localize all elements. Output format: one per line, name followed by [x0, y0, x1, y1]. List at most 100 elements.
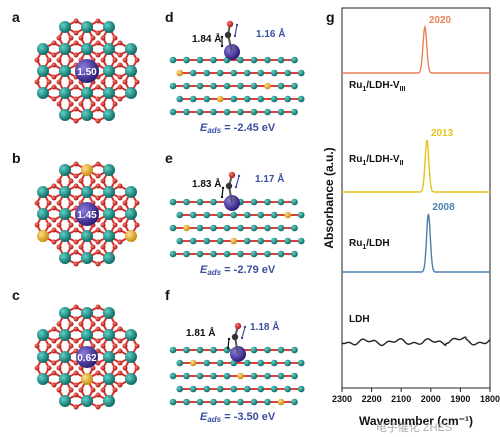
oxygen-atom — [112, 200, 118, 206]
oxygen-atom — [51, 62, 57, 68]
eads-f-symbol: E — [200, 411, 208, 423]
ni-atom — [103, 395, 115, 407]
peak-label: 2008 — [432, 202, 455, 213]
ni-atom — [210, 224, 217, 232]
ni-atom — [59, 351, 71, 363]
ni-atom — [59, 87, 71, 99]
ni-atom — [270, 69, 278, 77]
ni-atom — [257, 385, 265, 393]
ni-atom — [59, 43, 71, 55]
chart-y-axis-label: Absorbance (a.u.) — [322, 147, 336, 248]
carbon-atom — [224, 31, 232, 39]
ni-atom — [37, 373, 49, 385]
oxygen-atom — [51, 338, 57, 344]
oxygen-atom — [112, 79, 118, 85]
ni-atom — [189, 211, 197, 219]
ni-atom — [284, 359, 292, 367]
ni-atom — [59, 307, 71, 319]
ni-atom — [59, 395, 71, 407]
ni-atom — [277, 346, 285, 354]
oxygen-atom — [51, 348, 57, 354]
ni-atom — [237, 82, 244, 90]
ni-atom — [291, 56, 298, 64]
oxygen-atom — [90, 101, 96, 107]
oxygen-atom — [112, 222, 118, 228]
ni-atom — [297, 69, 305, 77]
ni-atom — [81, 329, 93, 341]
arrow-end — [220, 44, 224, 48]
oxygen-atom — [68, 35, 74, 41]
oxygen-atom — [78, 244, 84, 250]
ni-atom — [37, 329, 49, 341]
eads-d-value: = -2.45 eV — [221, 122, 276, 134]
oxygen-atom — [117, 360, 123, 366]
panel-f-letter: f — [165, 287, 170, 303]
ni-atom — [196, 398, 204, 406]
ni-atom — [237, 398, 244, 406]
oxygen-atom — [90, 178, 96, 184]
oxygen-atom — [95, 392, 101, 398]
eads-e-sub: ads — [207, 268, 221, 277]
ni-atom — [169, 250, 177, 258]
ru-value-c: 0.62 — [77, 353, 97, 364]
oxygen-atom — [112, 321, 118, 327]
ni-atom — [183, 372, 190, 380]
oxygen-atom — [100, 79, 106, 85]
ni-atom — [210, 198, 217, 206]
ni-atom — [176, 237, 184, 245]
ni-atom — [230, 211, 238, 219]
series-line — [342, 24, 490, 74]
oxygen-atom — [117, 96, 123, 102]
oxygen-atom — [78, 178, 84, 184]
oxygen-atom — [56, 79, 62, 85]
peak-label: 2020 — [429, 15, 452, 26]
oxygen-atom — [46, 222, 52, 228]
series-label-rest: /LDH-V — [366, 154, 400, 165]
structure-a-top-view — [34, 18, 140, 124]
oxygen-atom — [34, 343, 40, 349]
panel-g-letter: g — [326, 9, 335, 25]
oxygen-atom — [117, 183, 123, 189]
ni-atom — [210, 250, 217, 258]
ni-atom — [103, 373, 115, 385]
oxygen-atom — [34, 365, 40, 371]
bond-label-d-1: 1.84 Å — [192, 32, 221, 45]
ni-atom — [125, 65, 137, 77]
ni-atom — [169, 346, 177, 354]
oxygen-atom — [68, 365, 74, 371]
arrow-end — [243, 325, 247, 329]
series-label-sub: 1 — [362, 86, 366, 93]
series-label-sub: 1 — [362, 160, 366, 167]
oxygen-atom — [122, 200, 128, 206]
oxygen-atom — [51, 360, 57, 366]
ni-atom — [284, 69, 292, 77]
oxygen-atom — [100, 200, 106, 206]
ni-atom — [37, 65, 49, 77]
ni-atom — [237, 250, 244, 258]
chart-x-ticks: 2300 2200 2100 2000 1900 1800 — [332, 388, 500, 404]
oxygen-atom — [51, 239, 57, 245]
ni-atom — [81, 43, 93, 55]
series-label: LDH — [349, 314, 370, 325]
ni-atom — [264, 372, 271, 380]
oxygen-atom — [73, 195, 79, 201]
panel-e-letter: e — [165, 150, 173, 166]
oxygen-atom — [112, 101, 118, 107]
ni-atom — [230, 95, 238, 103]
oxygen-atom — [73, 239, 79, 245]
fe-atom — [264, 82, 271, 90]
ni-atom — [59, 373, 71, 385]
oxygen-atom — [100, 101, 106, 107]
fe-atom — [230, 237, 238, 245]
oxygen-atom — [73, 118, 79, 124]
oxygen-atom — [73, 106, 79, 112]
fe-atom — [81, 373, 93, 385]
oxygen-atom — [56, 343, 62, 349]
oxygen-atom — [95, 173, 101, 179]
eads-f-value: = -3.50 eV — [221, 411, 276, 423]
oxygen-atom — [95, 404, 101, 410]
fe-atom — [277, 398, 285, 406]
series-label-sub: 1 — [362, 244, 366, 251]
ni-atom — [103, 230, 115, 242]
oxygen-atom — [34, 79, 40, 85]
